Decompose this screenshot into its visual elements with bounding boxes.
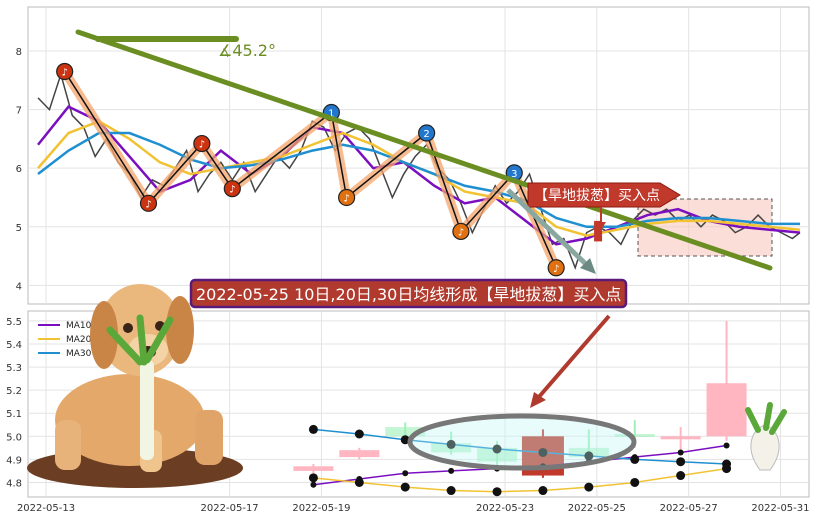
trend-line [75, 29, 773, 271]
bottom-point-ma30-9 [676, 457, 686, 467]
marker-label-6: ♪ [343, 193, 349, 204]
marker-label-10: ♪ [553, 264, 559, 275]
top-y-tick-7: 7 [16, 106, 22, 117]
bottom-point-ma20-2 [354, 477, 364, 487]
marker-8 [452, 222, 470, 241]
bottom-y-tick-5.1: 5.1 [6, 409, 22, 420]
top-y-tick-6: 6 [16, 164, 22, 175]
bottom-y-tick-5.4: 5.4 [6, 340, 22, 351]
bottom-ma-group [308, 424, 732, 497]
top-panel-frame [27, 6, 810, 305]
marker-2 [139, 194, 158, 212]
top-buy-candle [594, 220, 603, 242]
legend-label-ma30: MA30 [66, 349, 92, 359]
marker-label-4: ♪ [229, 185, 235, 196]
trend-angle-label: ∡45.2° [218, 41, 276, 60]
bottom-y-tick-4.8: 4.8 [6, 478, 22, 489]
bottom-point-ma20-7 [584, 482, 594, 492]
bottom-point-ma30-3 [400, 435, 410, 445]
top-y-tick-4: 4 [16, 281, 22, 292]
top-y-tick-5: 5 [16, 223, 22, 234]
bottom-point-ma10-4 [448, 467, 455, 474]
bottom-point-ma10-1 [310, 481, 317, 488]
bottom-y-tick-labels: 4.8 4.9 5.0 5.1 5.2 5.3 5.4 5.5 [6, 317, 22, 490]
marker-label-3: ♪ [199, 140, 205, 151]
candle-body-1 [293, 466, 334, 471]
highlight-ellipse [407, 413, 637, 471]
bottom-point-ma20-3 [400, 482, 410, 492]
candle-body-2 [339, 450, 380, 458]
bottom-y-tick-5.3: 5.3 [6, 363, 22, 374]
marker-label-7: 2 [423, 129, 429, 140]
banner-pointer-arrow [530, 314, 611, 408]
x-tick-labels: 2022-05-13 2022-05-17 2022-05-19 2022-05-23… [17, 503, 810, 514]
x-tick-2022-05-23: 2022-05-23 [476, 503, 534, 514]
candle-body-5 [477, 447, 518, 462]
bottom-point-ma20-4 [446, 486, 456, 496]
candle-body-8 [614, 434, 655, 437]
bottom-point-ma30-10 [722, 459, 732, 469]
bottom-line-ma20 [313, 467, 727, 493]
gray-arrow [506, 188, 596, 274]
top-buy-signal-text: 【旱地拔葱】买入点 [534, 188, 660, 204]
top-markers-group: ♪ ♪ ♪ ♪ 1 ♪ 2 ♪ 3 ♪ [56, 62, 603, 277]
top-y-tick-8: 8 [16, 47, 22, 58]
bottom-point-ma10-3 [402, 470, 409, 477]
marker-1 [56, 62, 74, 81]
marker-4 [223, 180, 241, 198]
marker-label-8: ♪ [458, 227, 464, 238]
bottom-point-ma30-2 [354, 429, 364, 439]
bottom-y-tick-4.9: 4.9 [6, 455, 22, 466]
bottom-point-ma20-8 [630, 477, 640, 487]
x-tick-2022-05-25: 2022-05-25 [568, 503, 626, 514]
marker-6 [338, 188, 356, 207]
marker-label-9: 3 [511, 169, 517, 180]
bottom-point-ma10-9 [677, 449, 684, 456]
bottom-y-tick-5.0: 5.0 [6, 432, 22, 443]
zigzag-line [64, 71, 557, 269]
bottom-y-tick-5.5: 5.5 [6, 317, 22, 328]
top-y-tick-labels: 4 5 6 7 8 [16, 47, 22, 292]
candle-body-10 [706, 383, 747, 437]
bottom-point-ma20-9 [676, 471, 686, 481]
bottom-point-ma30-6 [538, 447, 548, 457]
signal-banner: 2022-05-25 10日,20日,30日均线形成【旱地拔葱】买入点 [189, 278, 628, 309]
legend-label-ma20: MA20 [66, 335, 92, 345]
bottom-point-ma20-5 [492, 487, 502, 497]
bottom-point-ma20-1 [308, 473, 318, 483]
legend: MA10 MA20 MA30 [38, 321, 92, 359]
x-tick-2022-05-17: 2022-05-17 [201, 503, 259, 514]
top-line-ma30 [37, 131, 800, 229]
marker-3 [193, 134, 211, 153]
x-tick-2022-05-31: 2022-05-31 [751, 503, 809, 514]
bottom-point-ma30-5 [492, 444, 502, 454]
bottom-point-ma30-4 [446, 439, 456, 449]
bottom-line-ma30 [313, 428, 727, 465]
bottom-y-tick-5.2: 5.2 [6, 386, 22, 397]
candle-body-3 [385, 427, 426, 437]
signal-banner-text: 2022-05-25 10日,20日,30日均线形成【旱地拔葱】买入点 [196, 285, 621, 304]
bottom-point-ma30-8 [630, 454, 640, 464]
bottom-point-ma20-6 [538, 486, 548, 496]
x-tick-2022-05-13: 2022-05-13 [17, 503, 75, 514]
bottom-point-ma10-10 [723, 442, 730, 449]
x-tick-2022-05-27: 2022-05-27 [660, 503, 718, 514]
bottom-point-ma30-7 [584, 451, 594, 461]
top-buy-signal-arrow: 【旱地拔葱】买入点 [527, 182, 681, 230]
x-tick-2022-05-19: 2022-05-19 [292, 503, 350, 514]
top-grid [28, 7, 809, 304]
candle-body-9 [660, 436, 701, 440]
marker-7 [418, 124, 436, 142]
bottom-point-ma30-1 [308, 424, 318, 434]
dog-illustration [27, 284, 787, 488]
marker-label-1: ♪ [61, 68, 67, 79]
legend-label-ma10: MA10 [66, 321, 92, 331]
marker-label-2: ♪ [145, 199, 151, 210]
marker-10 [547, 259, 565, 277]
marker-label-5: 1 [328, 109, 334, 120]
